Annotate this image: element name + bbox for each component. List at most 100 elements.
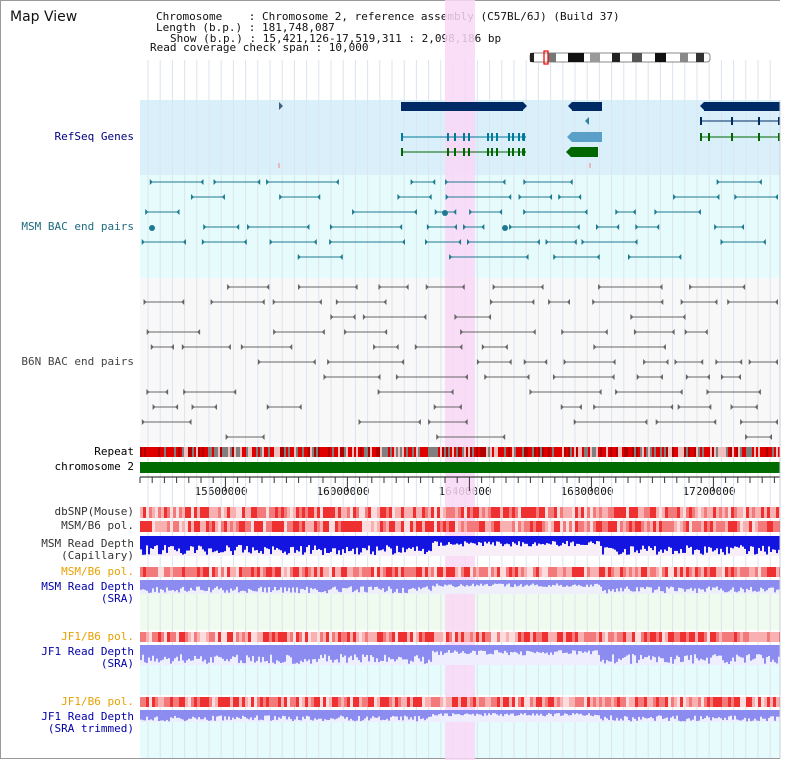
track-label-refseq[interactable]: RefSeq Genes: [54, 130, 134, 143]
heat-cell: [455, 632, 458, 642]
depth-bar: [298, 710, 300, 720]
depth-bar: [464, 710, 466, 715]
depth-bar: [718, 536, 720, 555]
heat-cell: [422, 521, 425, 532]
repeat-cell: [470, 447, 472, 457]
gene-block: [571, 147, 598, 157]
heat-cell: [197, 507, 200, 518]
strand-arrow: [203, 224, 207, 230]
heat-cell: [233, 521, 236, 532]
depth-bar: [444, 710, 446, 714]
track-label-b6n-bac[interactable]: B6N BAC end pairs: [21, 355, 134, 368]
depth-bar: [506, 536, 508, 544]
chromosome-bar: [140, 462, 780, 473]
heat-cell: [776, 697, 779, 707]
depth-bar: [280, 710, 282, 719]
heat-cell: [257, 697, 260, 707]
heat-cell: [731, 521, 734, 532]
heat-cell: [659, 697, 662, 707]
heat-cell: [344, 632, 347, 642]
depth-bar: [376, 710, 378, 718]
depth-bar: [248, 645, 250, 658]
repeat-cell: [200, 447, 202, 457]
depth-bar: [654, 645, 656, 658]
repeat-cell: [386, 447, 388, 457]
heat-cell: [209, 521, 212, 532]
strand-arrow: [509, 224, 513, 230]
depth-bar: [290, 536, 292, 548]
depth-bar: [352, 710, 354, 721]
heat-cell: [203, 507, 206, 518]
strand-arrow: [526, 374, 530, 380]
repeat-cell: [538, 447, 540, 457]
depth-bar: [168, 710, 170, 722]
depth-bar: [492, 536, 494, 543]
depth-bar: [642, 536, 644, 546]
repeat-cell: [300, 447, 302, 457]
depth-bar: [370, 710, 372, 719]
heat-cell: [203, 521, 206, 532]
depth-bar: [586, 645, 588, 653]
heat-cell: [755, 697, 758, 707]
heat-cell: [680, 697, 683, 707]
repeat-cell: [690, 447, 692, 457]
repeat-cell: [680, 447, 682, 457]
depth-bar: [480, 536, 482, 543]
depth-bar: [494, 645, 496, 651]
heat-cell: [488, 507, 491, 518]
depth-bar: [250, 536, 252, 554]
depth-bar: [266, 645, 268, 661]
depth-bar: [286, 710, 288, 720]
repeat-cell: [326, 447, 328, 457]
depth-bar: [716, 580, 718, 587]
depth-bar: [500, 645, 502, 653]
heat-cell: [416, 521, 419, 532]
depth-bar: [556, 645, 558, 652]
depth-bar: [146, 580, 148, 591]
heat-cell: [398, 567, 401, 577]
depth-bar: [312, 645, 314, 660]
repeat-cell: [318, 447, 320, 457]
heat-cell: [263, 521, 266, 532]
depth-bar: [276, 536, 278, 548]
heat-cell: [332, 521, 335, 532]
heat-cell: [698, 697, 701, 707]
heat-cell: [431, 697, 434, 707]
heat-cell: [458, 507, 461, 518]
strand-arrow: [768, 434, 772, 440]
depth-bar: [640, 710, 642, 720]
repeat-cell: [276, 447, 278, 457]
depth-bar: [176, 580, 178, 591]
heat-cell: [569, 632, 572, 642]
strand-arrow: [540, 284, 544, 290]
track-label-msm-bac[interactable]: MSM BAC end pairs: [21, 220, 134, 233]
heat-cell: [140, 521, 143, 532]
depth-bar: [362, 710, 364, 721]
heat-cell: [395, 567, 398, 577]
depth-bar: [676, 710, 678, 716]
depth-bar: [174, 645, 176, 659]
repeat-cell: [624, 447, 626, 457]
heat-cell: [458, 632, 461, 642]
heat-cell: [407, 697, 410, 707]
depth-bar: [572, 645, 574, 651]
strand-arrow: [221, 194, 225, 200]
depth-bar: [326, 645, 328, 662]
depth-bar: [632, 580, 634, 592]
heat-cell: [425, 507, 428, 518]
depth-bar: [322, 580, 324, 592]
depth-bar: [278, 536, 280, 550]
depth-bar: [522, 580, 524, 587]
repeat-cell: [256, 447, 258, 457]
repeat-cell: [398, 447, 400, 457]
heat-cell: [281, 567, 284, 577]
depth-bar: [142, 645, 144, 655]
depth-bar: [486, 710, 488, 716]
depth-bar: [762, 536, 764, 546]
depth-bar: [512, 536, 514, 542]
depth-bar: [398, 710, 400, 721]
heat-cell: [410, 697, 413, 707]
heat-cell: [449, 697, 452, 707]
heat-cell: [344, 567, 347, 577]
